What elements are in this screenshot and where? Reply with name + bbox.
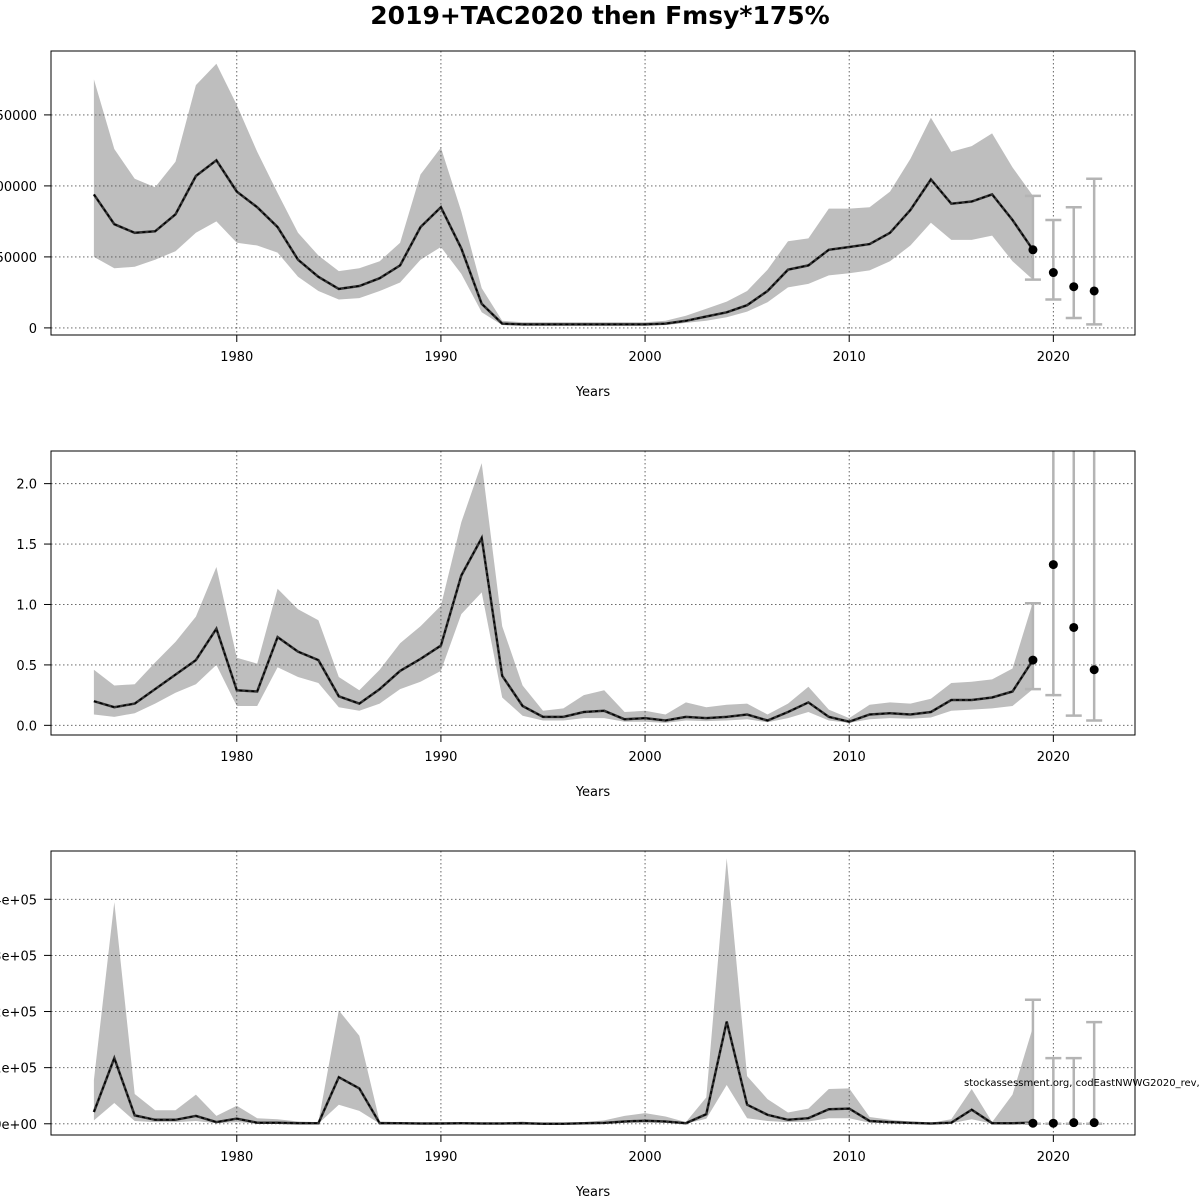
estimate-line-dashed [93,535,1034,723]
forecast-point [1028,245,1038,255]
estimate-line-dashed [93,159,1034,326]
y-tick-label: 150000 [0,109,37,124]
forecast-point [1089,1118,1099,1128]
chart-title: 2019+TAC2020 then Fmsy*175% [370,1,830,30]
panel-ssb: 1980 1990 2000 2010 2020 0 50000 100000 150000 Ye… [0,50,1136,400]
y-tick-label: 1e+05 [0,1062,37,1077]
confidence-band [93,858,1033,1124]
x-tick-label: 2010 [833,750,866,765]
x-tick-label: 2020 [1037,1150,1070,1165]
panel-fbar: 1980 1990 2000 2010 2020 0.0 0.5 1.0 1.5 2.0 Years [16,450,1136,800]
forecast-point [1048,1118,1058,1128]
y-tick-label: 100000 [0,180,37,195]
x-axis-label: Years [575,1185,611,1200]
plot-frame [50,850,1136,1136]
forecast-errorbar [1086,451,1103,722]
forecast-point [1028,1118,1038,1128]
forecast-errorbar [1045,218,1062,301]
x-axis-label: Years [575,785,611,800]
x-tick-label: 1980 [220,350,253,365]
forecast-errorbar [1065,205,1082,320]
forecast-errorbar [1086,1020,1103,1126]
y-tick-label: 4e+05 [0,893,37,908]
y-tick-label: 0.0 [16,719,37,734]
forecast-point [1048,268,1058,278]
x-tick-label: 2010 [833,1150,866,1165]
forecast-errorbar [1086,177,1103,326]
forecast-errorbar [1024,602,1041,691]
y-tick-label: 50000 [0,251,37,266]
y-tick-label: 0.5 [16,659,37,674]
x-tick-label: 1990 [424,1150,457,1165]
forecast-point [1069,622,1079,632]
y-tick-label: 2e+05 [0,1006,37,1021]
x-tick-label: 2000 [629,750,662,765]
x-tick-label: 2000 [629,1150,662,1165]
forecast-errorbar [1045,451,1062,697]
panel-recruitment: 1980 1990 2000 2010 2020 0e+00 1e+05 2e+05 3e+05… [0,850,1136,1200]
confidence-band [93,63,1033,326]
x-tick-label: 2000 [629,350,662,365]
x-tick-label: 1980 [220,750,253,765]
y-tick-label: 2.0 [16,478,37,493]
y-tick-label: 3e+05 [0,949,37,964]
forecast-point [1028,655,1038,665]
y-tick-label: 1.0 [16,598,37,613]
x-tick-label: 1990 [424,750,457,765]
y-tick-label: 0 [29,322,37,337]
plot-frame [50,50,1136,336]
x-tick-label: 2010 [833,350,866,365]
y-tick-label: 1.5 [16,538,37,553]
forecast-point [1089,286,1099,296]
forecast-point [1069,1118,1079,1128]
x-tick-label: 2020 [1037,350,1070,365]
x-tick-label: 2020 [1037,750,1070,765]
forecast-point [1089,665,1099,675]
forecast-errorbar [1024,194,1041,281]
forecast-point [1048,560,1058,570]
credit-text: stockassessment.org, codEastNWWG2020_rev… [964,1078,1200,1089]
y-tick-label: 0e+00 [0,1118,37,1133]
x-tick-label: 1990 [424,350,457,365]
x-tick-label: 1980 [220,1150,253,1165]
forecast-errorbar [1065,451,1082,717]
forecast-point [1069,282,1079,292]
confidence-band [93,463,1033,723]
x-axis-label: Years [575,385,611,400]
estimate-line-dashed [93,1021,1033,1125]
plot-frame [50,450,1136,736]
